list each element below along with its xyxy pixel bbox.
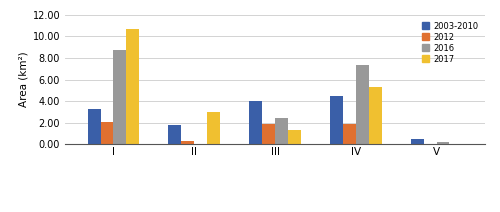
Bar bbox=[126, 29, 140, 144]
Bar bbox=[100, 122, 114, 144]
Bar bbox=[368, 86, 382, 144]
Bar bbox=[168, 125, 181, 144]
Bar bbox=[410, 139, 424, 144]
Bar bbox=[182, 141, 194, 144]
Bar bbox=[343, 124, 356, 144]
Legend: 2003-2010, 2012, 2016, 2017: 2003-2010, 2012, 2016, 2017 bbox=[419, 19, 481, 66]
Bar bbox=[114, 50, 126, 144]
Y-axis label: Area (km²): Area (km²) bbox=[18, 52, 28, 107]
Bar bbox=[356, 66, 368, 144]
Bar bbox=[275, 118, 288, 144]
Bar bbox=[207, 112, 220, 144]
Bar bbox=[249, 101, 262, 144]
Bar bbox=[330, 96, 343, 144]
Bar bbox=[262, 124, 275, 144]
Bar bbox=[288, 130, 301, 144]
Bar bbox=[88, 109, 101, 144]
Bar bbox=[436, 142, 450, 144]
